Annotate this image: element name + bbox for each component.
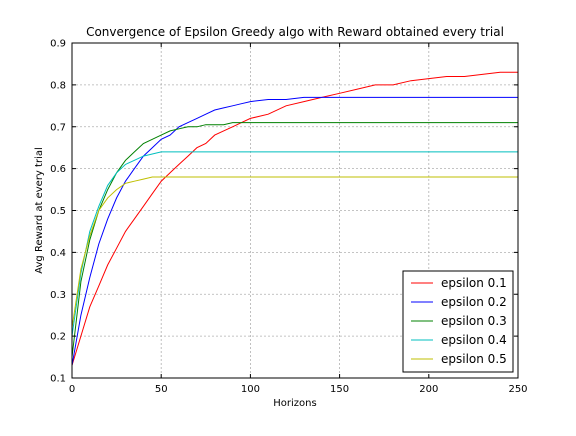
y-tick-label: 0.5 [50,206,66,217]
x-tick-label: 0 [69,384,75,395]
y-tick-label: 0.4 [50,248,66,259]
chart-title: Convergence of Epsilon Greedy algo with … [86,25,504,39]
legend-label: epsilon 0.4 [441,333,507,347]
y-tick-label: 0.8 [50,80,66,91]
x-tick-label: 100 [241,384,260,395]
y-tick-label: 0.1 [50,374,66,385]
x-tick-label: 50 [155,384,168,395]
legend-label: epsilon 0.5 [441,352,507,366]
y-tick-label: 0.3 [50,290,66,301]
legend-label: epsilon 0.1 [441,276,507,290]
y-tick-label: 0.9 [50,39,66,50]
y-tick-label: 0.2 [50,332,66,343]
x-tick-label: 200 [419,384,438,395]
y-axis-label: Avg Reward at every trial [34,147,45,274]
y-tick-label: 0.6 [50,164,66,175]
x-tick-label: 150 [330,384,349,395]
legend-label: epsilon 0.3 [441,314,507,328]
x-tick-label: 250 [508,384,527,395]
x-axis-label: Horizons [273,398,316,409]
y-tick-label: 0.7 [50,122,66,133]
legend-label: epsilon 0.2 [441,295,507,309]
legend: epsilon 0.1 epsilon 0.2 epsilon 0.3 epsilon… [403,271,513,372]
